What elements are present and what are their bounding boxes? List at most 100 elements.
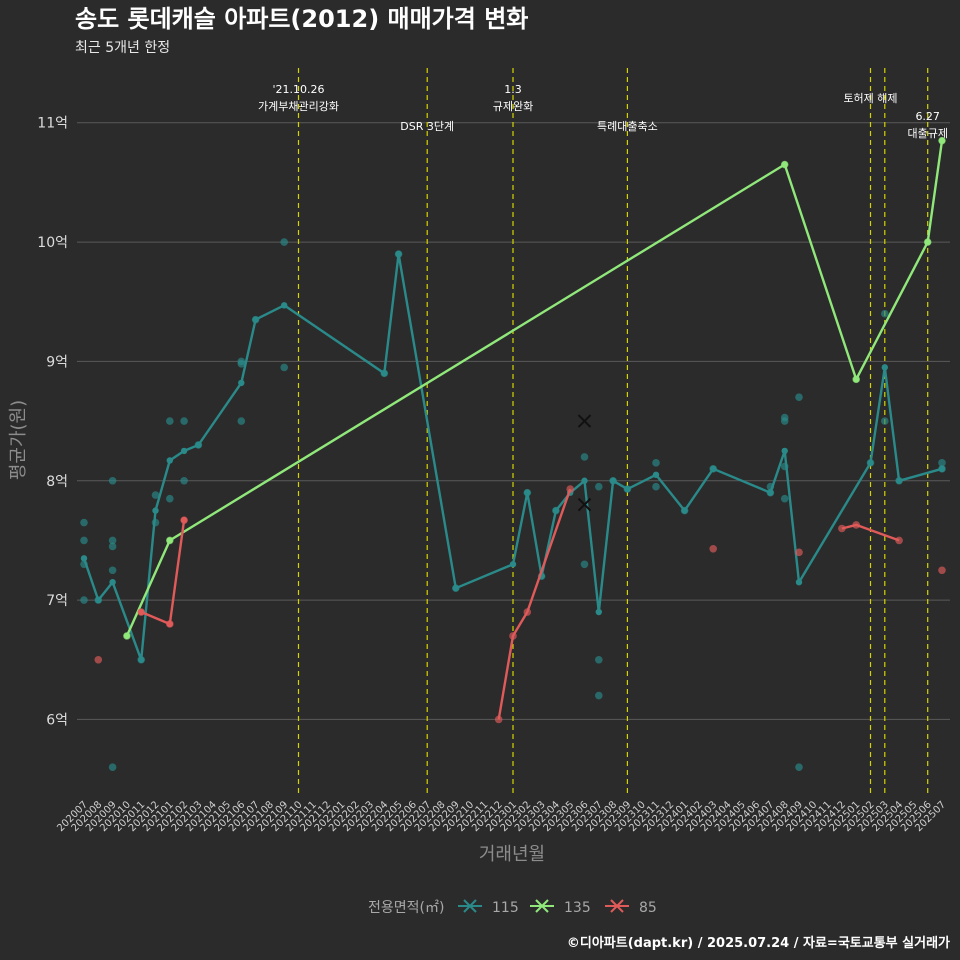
line-point-115 — [881, 364, 888, 371]
x-axis: 2020072020082020092020102020112020122021… — [55, 799, 948, 834]
point-115 — [80, 536, 88, 545]
legend-x-icon — [535, 899, 549, 913]
point-115 — [180, 476, 188, 485]
point-115 — [795, 763, 803, 771]
point-85 — [94, 655, 103, 664]
point-115 — [595, 482, 603, 491]
line-point-115 — [80, 555, 88, 562]
line-point-115 — [195, 441, 202, 449]
y-tick-label: 9억 — [46, 354, 68, 370]
line-point-115 — [252, 316, 259, 323]
line-85 — [497, 488, 572, 720]
event-label: DSR 3단계 — [400, 120, 454, 133]
legend-label: 85 — [639, 900, 657, 916]
legend-item-115: 115 — [458, 899, 519, 916]
point-115 — [166, 494, 174, 503]
y-tick-label: 8억 — [46, 474, 68, 490]
cancelled-mark — [577, 414, 592, 428]
line-point-115 — [395, 250, 402, 258]
point-115 — [166, 417, 174, 425]
line-point-135 — [123, 632, 131, 640]
point-85 — [938, 566, 946, 575]
line-point-115 — [652, 471, 660, 478]
line-point-115 — [95, 596, 102, 604]
point-115 — [595, 655, 603, 664]
event-label: 토허제 해제 — [843, 91, 897, 105]
line-point-115 — [681, 507, 688, 514]
point-85 — [494, 715, 503, 724]
line-point-115 — [609, 477, 617, 484]
line-point-115 — [381, 370, 388, 377]
point-115 — [108, 542, 117, 551]
point-115 — [108, 763, 117, 771]
legend-label: 115 — [492, 900, 519, 916]
line-point-115 — [524, 489, 531, 496]
point-115 — [881, 417, 889, 425]
legend-x-icon — [463, 899, 477, 913]
line-point-135 — [924, 238, 931, 246]
event-label: 특례대출축소 — [597, 120, 658, 133]
legend-x-icon — [610, 899, 624, 913]
line-point-135 — [938, 137, 946, 144]
point-115 — [580, 560, 589, 569]
line-point-115 — [152, 507, 159, 514]
line-135 — [125, 140, 944, 637]
point-115 — [881, 309, 889, 318]
line-point-85 — [180, 516, 188, 524]
line-point-85 — [166, 620, 173, 628]
point-115 — [151, 491, 160, 499]
point-115 — [652, 482, 660, 491]
point-115 — [80, 518, 88, 527]
line-point-115 — [781, 447, 788, 455]
line-point-135 — [166, 537, 173, 544]
line-point-135 — [781, 161, 788, 168]
event-label: '21.10.26 — [272, 83, 324, 96]
y-axis-title: 평균가(원) — [8, 400, 29, 480]
legend: 전용면적(㎡) 115 135 85 — [368, 899, 657, 916]
series — [80, 136, 946, 771]
event-label: 6.27 — [915, 110, 940, 123]
point-115 — [280, 363, 289, 372]
line-point-115 — [109, 578, 116, 586]
chart-subtitle: 최근 5개년 한정 — [75, 40, 170, 56]
line-point-115 — [895, 477, 903, 484]
event-label: 가계부채관리강화 — [258, 100, 339, 113]
point-115 — [938, 459, 946, 467]
legend-label: 135 — [564, 900, 591, 916]
line-point-115 — [180, 447, 188, 455]
caption: ©디아파트(dapt.kr) / 2025.07.24 / 자료=국토교통부 실… — [567, 935, 950, 951]
line-point-115 — [867, 459, 874, 467]
line-point-115 — [595, 608, 602, 616]
chart-title: 송도 롯데캐슬 아파트(2012) 매매가격 변화 — [75, 5, 528, 33]
point-115 — [108, 476, 117, 485]
line-point-115 — [452, 584, 459, 592]
line-point-115 — [624, 485, 631, 493]
point-115 — [652, 459, 660, 467]
line-point-115 — [509, 561, 517, 568]
y-tick-label: 6억 — [46, 712, 68, 728]
x-axis-title: 거래년월 — [479, 844, 545, 865]
point-115 — [237, 417, 246, 425]
point-115 — [780, 417, 789, 425]
cancelled-mark — [577, 497, 592, 512]
line-point-115 — [581, 477, 588, 484]
point-115 — [80, 596, 88, 604]
line-point-115 — [710, 465, 717, 473]
point-115 — [780, 494, 789, 503]
line-point-115 — [767, 489, 774, 496]
line-point-115 — [795, 578, 803, 586]
point-115 — [595, 691, 603, 700]
y-tick-label: 7억 — [46, 593, 68, 609]
line-point-115 — [238, 379, 245, 387]
line-point-85 — [138, 608, 145, 616]
legend-item-85: 85 — [605, 899, 657, 916]
y-tick-label: 10억 — [37, 235, 68, 251]
point-85 — [709, 544, 717, 553]
line-point-135 — [853, 376, 860, 383]
line-point-115 — [938, 465, 946, 473]
point-115 — [580, 453, 589, 461]
line-point-115 — [138, 656, 145, 663]
point-115 — [237, 360, 246, 368]
